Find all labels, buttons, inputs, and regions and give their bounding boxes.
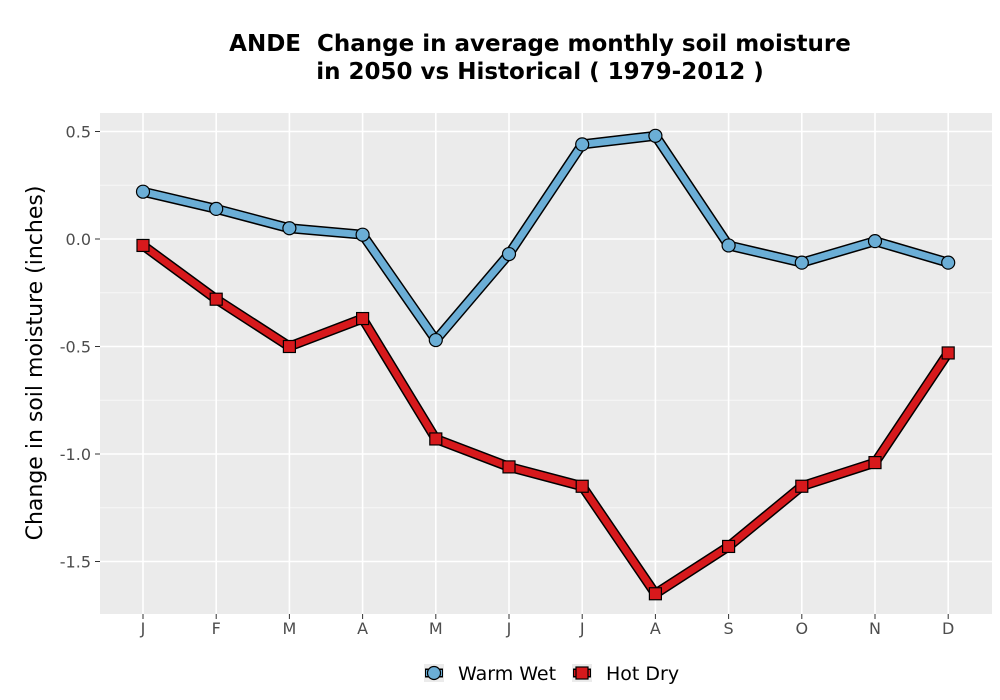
y-axis-ticks: 0.5 0.0 -0.5 -1.0 -1.5 xyxy=(60,123,100,572)
data-point xyxy=(794,255,809,270)
y-tick-label: -1.0 xyxy=(60,445,91,464)
data-point xyxy=(282,221,297,236)
data-point xyxy=(429,432,443,446)
legend-label: Warm Wet xyxy=(458,663,556,685)
x-tick-label: N xyxy=(869,619,881,638)
data-point xyxy=(501,246,517,262)
x-tick-label: A xyxy=(650,619,661,638)
series-warm-wet xyxy=(135,128,956,348)
series-line xyxy=(139,241,952,598)
data-point xyxy=(575,479,589,493)
data-point xyxy=(721,539,736,554)
chart-title-line-1: ANDE Change in average monthly soil mois… xyxy=(229,31,851,57)
data-point xyxy=(355,227,370,242)
series-line xyxy=(139,132,952,344)
legend-key-marker xyxy=(426,665,442,681)
x-tick-label: J xyxy=(140,619,146,638)
y-tick-label: -1.5 xyxy=(60,553,91,572)
data-point xyxy=(941,346,955,360)
x-tick-label: A xyxy=(357,619,368,638)
x-tick-label: M xyxy=(282,619,296,638)
data-point xyxy=(136,238,150,253)
y-tick-label: 0.5 xyxy=(66,123,91,142)
data-point xyxy=(209,292,223,306)
legend-key-marker xyxy=(575,666,589,680)
data-point xyxy=(721,238,736,253)
data-point xyxy=(135,184,151,199)
data-point xyxy=(795,479,809,493)
x-tick-label: D xyxy=(942,619,954,638)
y-tick-label: 0.0 xyxy=(66,230,91,249)
x-tick-label: S xyxy=(724,619,734,638)
data-point xyxy=(282,339,296,354)
x-tick-label: F xyxy=(212,619,221,638)
data-point xyxy=(941,255,956,270)
plot-panel xyxy=(100,113,992,614)
legend: Warm Wet Hot Dry xyxy=(424,663,679,685)
legend-item: Warm Wet xyxy=(424,663,556,685)
data-point xyxy=(502,460,516,474)
data-point xyxy=(867,234,883,249)
chart-title-line-2: in 2050 vs Historical ( 1979-2012 ) xyxy=(316,59,764,85)
series-hot-dry xyxy=(136,238,955,601)
chart-title: ANDE Change in average monthly soil mois… xyxy=(100,30,980,86)
legend-label: Hot Dry xyxy=(606,663,679,685)
legend-item: Hot Dry xyxy=(572,663,679,685)
data-point xyxy=(648,587,663,601)
grid-lines xyxy=(100,113,992,614)
data-point xyxy=(356,311,370,326)
x-tick-label: M xyxy=(429,619,443,638)
data-point xyxy=(868,456,882,470)
x-tick-label: O xyxy=(796,619,809,638)
x-tick-label: J xyxy=(579,619,585,638)
y-axis-label: Change in soil moisture (inches) xyxy=(23,186,48,541)
data-point xyxy=(428,332,443,348)
data-point xyxy=(209,201,224,216)
series-layer xyxy=(135,128,956,601)
y-tick-label: -0.5 xyxy=(60,338,91,357)
x-tick-label: J xyxy=(506,619,512,638)
data-point xyxy=(648,128,663,143)
data-point xyxy=(575,137,590,152)
